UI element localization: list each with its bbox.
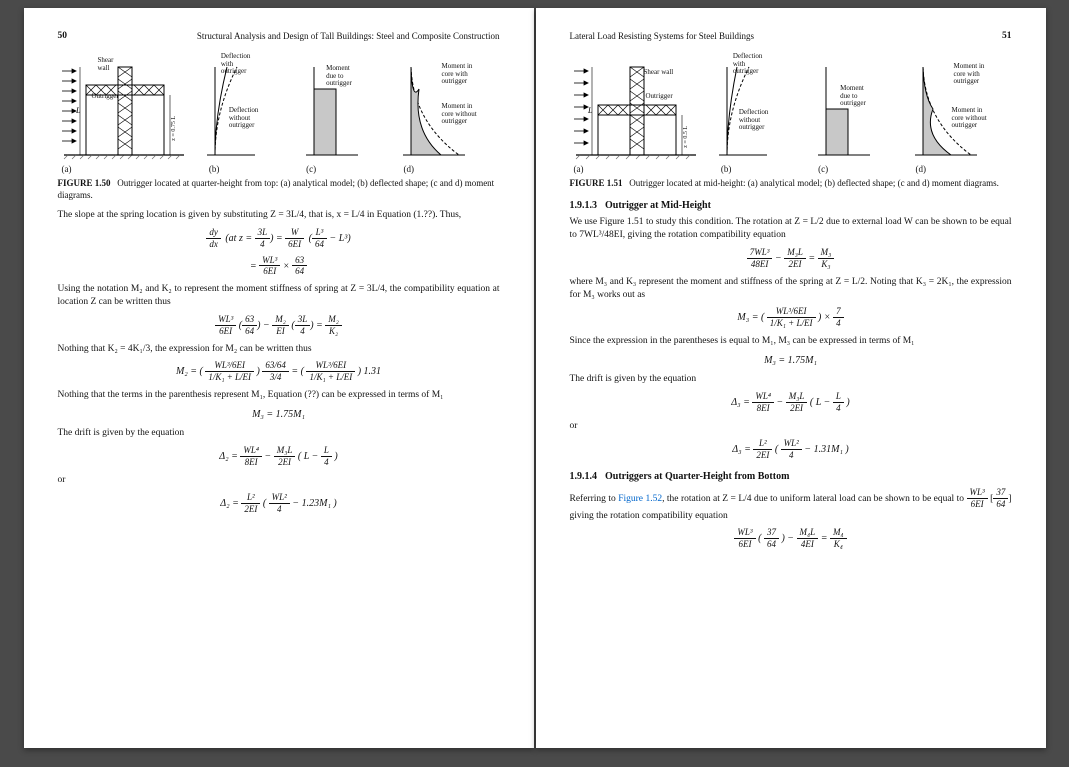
lbl-moment-with-r: Moment incore withoutrigger	[953, 63, 984, 86]
fig150-panel-d: Moment incore withoutrigger Moment incor…	[399, 61, 499, 161]
page-number-right: 51	[1002, 30, 1012, 43]
right-p1: We use Figure 1.51 to study this conditi…	[570, 216, 1012, 242]
left-eq2: WL³6EI (6364) − M₂EI (3L4) = M₂K₂	[58, 315, 500, 337]
lbl-outrigger-r: Outrigger	[646, 93, 673, 101]
lbl-outrigger: Outrigger	[92, 93, 119, 101]
fig151-panel-c: Momentdue tooutrigger (c)	[814, 61, 894, 161]
page-left: 50 Structural Analysis and Design of Tal…	[24, 8, 534, 748]
lbl-shear-wall: Shearwall	[98, 57, 114, 72]
panel-letter-c: (c)	[306, 165, 316, 175]
page-right: Lateral Load Resisting Systems for Steel…	[536, 8, 1046, 748]
lbl-shear-wall-r: Shear wall	[644, 69, 674, 77]
lbl-moment-due: Momentdue tooutrigger	[326, 65, 352, 88]
panel-letter-d-r: (d)	[915, 165, 926, 175]
lbl-z-right: z = 0.5 L	[683, 126, 690, 148]
fig151-caption: FIGURE 1.51 Outrigger located at mid-hei…	[570, 177, 1012, 189]
svg-text:L: L	[75, 106, 81, 115]
left-p6: or	[58, 474, 500, 487]
fig150-panel-c: Momentdue tooutrigger (c)	[302, 61, 382, 161]
right-eq5: Δ₃ = L²2EI ( WL²4 − 1.31M₁ )	[570, 439, 1012, 461]
panel-letter-b-r: (b)	[721, 165, 732, 175]
fig151-panel-d: Moment incore withoutrigger Moment incor…	[911, 61, 1011, 161]
right-p6: Referring to Figure 1.52, the rotation a…	[570, 488, 1012, 523]
right-eq2: M₃ = ( WL³/6EI1/K₁ + L/EI ) × 74	[570, 307, 1012, 329]
panel-letter-a: (a)	[62, 165, 72, 175]
left-eq1b: = WL³6EI × 6364	[58, 256, 500, 278]
lbl-moment-without-l: Moment incore withoutoutrigger	[441, 103, 476, 126]
fig151-panel-b: Deflectionwithoutrigger Deflectionwithou…	[717, 61, 797, 161]
page-header-left: 50 Structural Analysis and Design of Tal…	[58, 30, 500, 43]
lbl-defl-with: Deflectionwithoutrigger	[221, 53, 251, 76]
right-eq4: Δ₃ = WL⁴8EI − M₃L2EI ( L − L4 )	[570, 392, 1012, 414]
lbl-defl-without-r: Deflectionwithoutoutrigger	[739, 109, 769, 132]
fig150-panel-a: L Shearwall Outrigger z = 0.75 L (a)	[58, 61, 188, 161]
book-spread: 50 Structural Analysis and Design of Tal…	[24, 8, 1046, 748]
lbl-moment-without-r: Moment incore withoutoutrigger	[951, 107, 986, 130]
section-1913: 1.9.1.3Outrigger at Mid-Height	[570, 199, 1012, 213]
right-p3: Since the expression in the parentheses …	[570, 335, 1012, 348]
right-p5: or	[570, 420, 1012, 433]
left-p2: Using the notation M₂ and K₂ to represen…	[58, 283, 500, 309]
running-head-right: Lateral Load Resisting Systems for Steel…	[570, 30, 754, 43]
running-head-left: Structural Analysis and Design of Tall B…	[197, 30, 500, 43]
right-p2: where M₃ and K₃ represent the moment and…	[570, 276, 1012, 302]
left-eq5: Δ₂ = WL⁴8EI − M₃L2EI ( L − L4 )	[58, 446, 500, 468]
right-eq6: WL³6EI ( 3764 ) − M₄L4EI = M₄K₄	[570, 528, 1012, 550]
panel-letter-c-r: (c)	[818, 165, 828, 175]
lbl-moment-with-l: Moment incore withoutrigger	[441, 63, 472, 86]
left-eq1a: dydx (at z = 3L4) = W6EI (L³64 − L³)	[58, 228, 500, 250]
right-eq1: 7WL³48EI − M₃L2EI = M₃K₃	[570, 248, 1012, 270]
left-p4: Nothing that the terms in the parenthesi…	[58, 389, 500, 402]
page-header-right: Lateral Load Resisting Systems for Steel…	[570, 30, 1012, 43]
fig150-caption: FIGURE 1.50 Outrigger located at quarter…	[58, 177, 500, 201]
panel-letter-d: (d)	[403, 165, 414, 175]
lbl-moment-due-r: Momentdue tooutrigger	[840, 85, 866, 108]
left-p3: Nothing that K₂ = 4K₁/3, the expression …	[58, 343, 500, 356]
figure-1-51: L Shear wall Outrigger z = 0.5 L (a) Def…	[570, 53, 1012, 161]
fig150-panel-b: Deflectionwithoutrigger Deflectionwithou…	[205, 61, 285, 161]
panel-letter-b: (b)	[209, 165, 220, 175]
figure-1-50: L Shearwall Outrigger z = 0.75 L (a) Def…	[58, 53, 500, 161]
panel-letter-a-r: (a)	[574, 165, 584, 175]
left-eq4: M₃ = 1.75M₁	[58, 408, 500, 422]
lbl-defl-without: Deflectionwithoutoutrigger	[229, 107, 259, 130]
left-p1: The slope at the spring location is give…	[58, 209, 500, 222]
lbl-defl-with-r: Deflectionwithoutrigger	[733, 53, 763, 76]
section-1914: 1.9.1.4Outriggers at Quarter-Height from…	[570, 470, 1012, 484]
left-eq6: Δ₂ = L²2EI ( WL²4 − 1.23M₁ )	[58, 493, 500, 515]
figure-link-152[interactable]: Figure 1.52	[618, 494, 662, 504]
page-number-left: 50	[58, 30, 68, 43]
right-eq3: M₃ = 1.75M₁	[570, 354, 1012, 368]
right-p4: The drift is given by the equation	[570, 373, 1012, 386]
fig150-svg-a: L	[58, 61, 188, 161]
lbl-z-left: z = 0.75 L	[171, 116, 178, 141]
svg-text:L: L	[587, 106, 593, 115]
left-p5: The drift is given by the equation	[58, 427, 500, 440]
fig151-svg-a: L	[570, 61, 700, 161]
fig151-panel-a: L Shear wall Outrigger z = 0.5 L (a)	[570, 61, 700, 161]
left-eq3: M₂ = ( WL³/6EI1/K₁ + L/EI ) 63/643/4 = (…	[58, 361, 500, 383]
